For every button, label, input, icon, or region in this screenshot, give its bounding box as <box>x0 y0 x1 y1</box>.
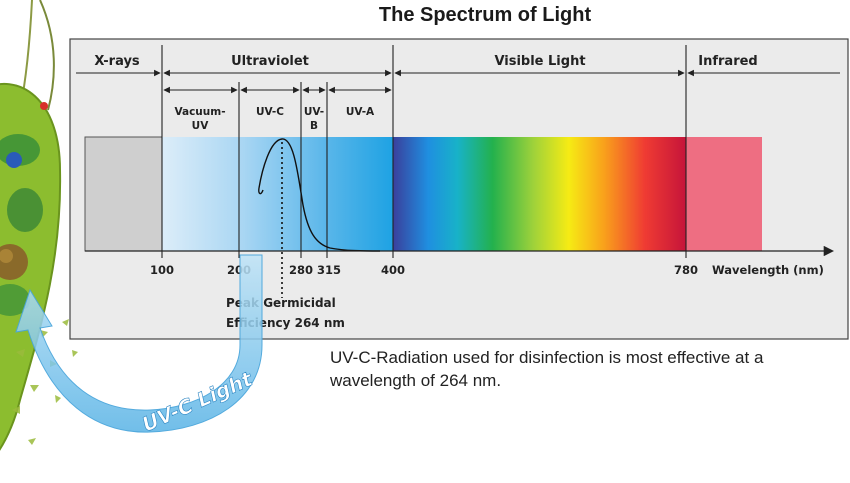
tick-780: 780 <box>674 263 698 277</box>
curve-tail <box>258 187 264 195</box>
tick-315: 315 <box>317 263 341 277</box>
subregion-label-uvc: UV-C <box>256 106 284 118</box>
tick-400: 400 <box>381 263 405 277</box>
caption-text: UV-C-Radiation used for disinfection is … <box>330 348 764 390</box>
organism-illustration <box>0 0 62 451</box>
region-label-xrays: X-rays <box>94 54 140 69</box>
uvc-light-arrow <box>15 254 263 433</box>
region-boundaries <box>161 45 687 258</box>
subregion-label-vacuum-uv-1: Vacuum- <box>174 106 225 118</box>
subregion-label-vacuum-uv-2: UV <box>192 120 210 132</box>
xray-band <box>84 136 163 252</box>
subregion-label-uvb-2: B <box>310 120 318 132</box>
region-label-infrared: Infrared <box>698 54 757 69</box>
germicidal-curve <box>258 138 381 252</box>
tick-100: 100 <box>150 263 174 277</box>
subregion-label-uvb-1: UV- <box>304 106 324 118</box>
ultraviolet-band <box>162 137 393 251</box>
diagram-title: The Spectrum of Light <box>378 4 592 26</box>
region-label-visible: Visible Light <box>494 54 585 69</box>
region-label-ultraviolet: Ultraviolet <box>231 54 309 69</box>
tick-280: 280 <box>289 263 313 277</box>
infrared-band <box>686 137 762 251</box>
axis-label: Wavelength (nm) <box>712 263 824 277</box>
visible-light-band <box>393 137 686 251</box>
uvc-light-arrow-label: UV-C Light <box>138 366 257 436</box>
subregion-label-uva: UV-A <box>346 106 375 118</box>
